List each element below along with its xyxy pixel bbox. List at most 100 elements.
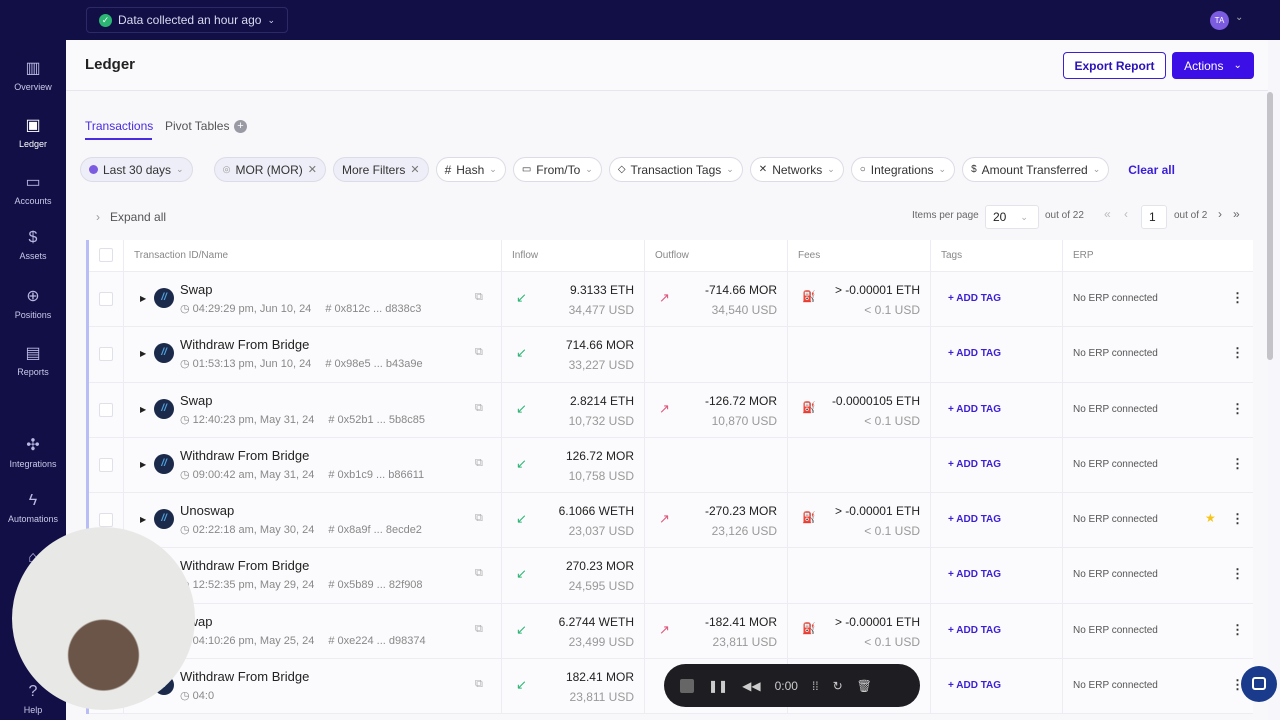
row-checkbox[interactable] — [99, 457, 113, 472]
tab-pivot-tables[interactable]: Pivot Tables — [165, 119, 230, 133]
add-tag-button[interactable]: + ADD TAG — [948, 569, 1002, 581]
rewind-icon[interactable]: ◀◀ — [742, 678, 761, 693]
expand-row-icon[interactable]: ▶ — [140, 515, 147, 525]
column-header[interactable]: Outflow — [644, 240, 787, 271]
row-checkbox[interactable] — [99, 402, 113, 417]
add-pivot-table-icon[interactable]: + — [234, 120, 247, 133]
page-input[interactable]: 1 — [1141, 205, 1167, 229]
transaction-hash[interactable]: 0x52b1 ... 5b8c85 — [337, 413, 425, 426]
table-row[interactable]: ▶ // Unoswap ◷ 02:22:18 am, May 30, 24 # … — [89, 493, 1253, 549]
close-icon[interactable]: ✕ — [410, 164, 420, 176]
add-tag-button[interactable]: + ADD TAG — [948, 680, 1002, 692]
sidebar-item-ledger[interactable]: ▣ Ledger — [0, 115, 66, 149]
prev-page-icon[interactable]: ‹ — [1124, 207, 1128, 221]
filter-date-range[interactable]: Last 30 days ⌄ — [80, 157, 193, 182]
sidebar-item-positions[interactable]: ⊕ Positions — [0, 286, 66, 320]
expand-row-icon[interactable]: ▶ — [140, 459, 147, 469]
add-tag-button[interactable]: + ADD TAG — [948, 458, 1002, 470]
expand-row-icon[interactable]: ▶ — [140, 349, 147, 359]
select-all-checkbox[interactable] — [99, 248, 113, 262]
more-options-icon[interactable]: ⋮ — [1231, 345, 1244, 361]
user-avatar[interactable]: TA — [1210, 11, 1229, 30]
expand-all-button[interactable]: › Expand all — [96, 210, 166, 224]
next-page-icon[interactable]: › — [1218, 207, 1222, 221]
more-options-icon[interactable]: ⋮ — [1231, 290, 1244, 305]
sidebar-item-reports[interactable]: ▤ Reports — [0, 343, 66, 377]
transaction-hash[interactable]: 0x98e5 ... b43a9e — [334, 358, 423, 371]
add-tag-button[interactable]: + ADD TAG — [948, 293, 1002, 304]
first-page-icon[interactable]: « — [1104, 207, 1111, 221]
restart-icon[interactable]: ↻ — [832, 678, 843, 693]
transaction-hash[interactable]: 0x5b89 ... 82f908 — [337, 579, 423, 592]
chat-support-button[interactable] — [1241, 666, 1277, 702]
filter-networks[interactable]: ✕ Networks ⌄ — [749, 157, 844, 182]
filter-transaction-tags[interactable]: ◇ Transaction Tags ⌄ — [608, 157, 743, 182]
filter-amount-transferred[interactable]: $ Amount Transferred ⌄ — [962, 157, 1110, 182]
close-icon[interactable]: ✕ — [307, 164, 317, 176]
transaction-hash[interactable]: 0xb1c9 ... b86611 — [337, 468, 425, 481]
add-tag-button[interactable]: + ADD TAG — [948, 624, 1002, 636]
external-link-icon[interactable]: ⧉ — [475, 456, 483, 469]
external-link-icon[interactable]: ⧉ — [475, 291, 483, 303]
actions-button[interactable]: Actions ⌄ — [1172, 52, 1254, 79]
column-header[interactable]: Tags — [930, 240, 1062, 271]
sidebar-item-integrations[interactable]: ✣ Integrations — [0, 435, 66, 469]
chevron-down-icon[interactable]: ⌄ — [1235, 12, 1244, 23]
more-options-icon[interactable]: ⋮ — [1231, 677, 1244, 693]
table-row[interactable]: ▶ // Withdraw From Bridge ◷ 12:52:35 pm,… — [89, 548, 1253, 604]
add-tag-button[interactable]: + ADD TAG — [948, 403, 1002, 415]
table-row[interactable]: ▶ // Swap ◷ 04:10:26 pm, May 25, 24# 0xe… — [89, 603, 1253, 660]
row-checkbox[interactable] — [99, 347, 113, 362]
filter-integrations[interactable]: ○ Integrations ⌄ — [850, 157, 956, 182]
filter-from-to[interactable]: ▭ From/To ⌄ — [512, 157, 602, 182]
column-header[interactable]: Inflow — [501, 240, 644, 271]
sidebar-item-overview[interactable]: ▥ Overview — [0, 58, 66, 92]
more-options-icon[interactable]: ⋮ — [1231, 511, 1244, 527]
sidebar-item-assets[interactable]: $ Assets — [0, 229, 66, 261]
stop-icon[interactable] — [680, 678, 694, 693]
pause-icon[interactable]: ❚❚ — [708, 678, 729, 693]
row-checkbox[interactable] — [99, 513, 113, 528]
more-options-icon[interactable]: ⋮ — [1231, 566, 1244, 582]
add-tag-button[interactable]: + ADD TAG — [948, 514, 1002, 526]
sidebar-item-accounts[interactable]: ▭ Accounts — [0, 172, 66, 206]
star-icon[interactable]: ★ — [1205, 511, 1216, 526]
transaction-hash[interactable]: 0xe224 ... d98374 — [337, 634, 426, 647]
filter-asset[interactable]: ◎ MOR (MOR) ✕ — [213, 157, 326, 182]
table-row[interactable]: ▶ // Swap ◷ 12:40:23 pm, May 31, 24 # 0x5… — [89, 382, 1253, 438]
transaction-hash[interactable]: 0x8a9f ... 8ecde2 — [337, 524, 422, 537]
external-link-icon[interactable]: ⧉ — [475, 678, 483, 691]
more-options-icon[interactable]: ⋮ — [1231, 621, 1244, 637]
external-link-icon[interactable]: ⧉ — [475, 622, 483, 635]
filter-hash[interactable]: # Hash ⌄ — [435, 157, 506, 182]
expand-row-icon[interactable]: ▶ — [140, 404, 147, 414]
external-link-icon[interactable]: ⧉ — [475, 567, 483, 580]
filter-more[interactable]: More Filters ✕ — [333, 157, 429, 182]
expand-row-icon[interactable]: ▶ — [140, 294, 147, 303]
add-tag-button[interactable]: + ADD TAG — [948, 348, 1002, 360]
transaction-hash[interactable]: 0x812c ... d838c3 — [334, 303, 422, 315]
export-report-button[interactable]: Export Report — [1063, 52, 1166, 79]
table-row[interactable]: ▶ // Swap ◷ 04:29:29 pm, Jun 10, 24 # 0x8… — [89, 272, 1253, 328]
external-link-icon[interactable]: ⧉ — [475, 346, 483, 359]
row-checkbox[interactable] — [99, 292, 113, 306]
table-row[interactable]: ▶ // Withdraw From Bridge ◷ 01:53:13 pm,… — [89, 327, 1253, 383]
column-header[interactable]: ERP — [1062, 240, 1253, 271]
clear-all-filters-link[interactable]: Clear all — [1128, 162, 1175, 177]
external-link-icon[interactable]: ⧉ — [475, 512, 483, 525]
grid-icon[interactable]: ⁞⁞ — [811, 678, 819, 693]
sidebar-item-help[interactable]: ? Help — [0, 683, 66, 715]
more-options-icon[interactable]: ⋮ — [1231, 400, 1244, 416]
sidebar-item-automations[interactable]: ϟ Automations — [0, 492, 66, 524]
tab-transactions[interactable]: Transactions — [85, 119, 154, 133]
column-header[interactable]: Fees — [787, 240, 930, 271]
data-status-dropdown[interactable]: ✓ Data collected an hour ago ⌄ — [86, 7, 288, 33]
trash-icon[interactable]: 🗑 — [856, 678, 872, 693]
scrollbar[interactable] — [1267, 92, 1273, 360]
items-per-page-select[interactable]: 20 ⌄ — [985, 205, 1039, 229]
more-options-icon[interactable]: ⋮ — [1231, 455, 1244, 471]
external-link-icon[interactable]: ⧉ — [475, 401, 483, 414]
column-header[interactable]: Transaction ID/Name — [123, 240, 501, 271]
table-row[interactable]: ▶ // Withdraw From Bridge ◷ 09:00:42 am,… — [89, 437, 1253, 494]
last-page-icon[interactable]: » — [1233, 207, 1240, 221]
